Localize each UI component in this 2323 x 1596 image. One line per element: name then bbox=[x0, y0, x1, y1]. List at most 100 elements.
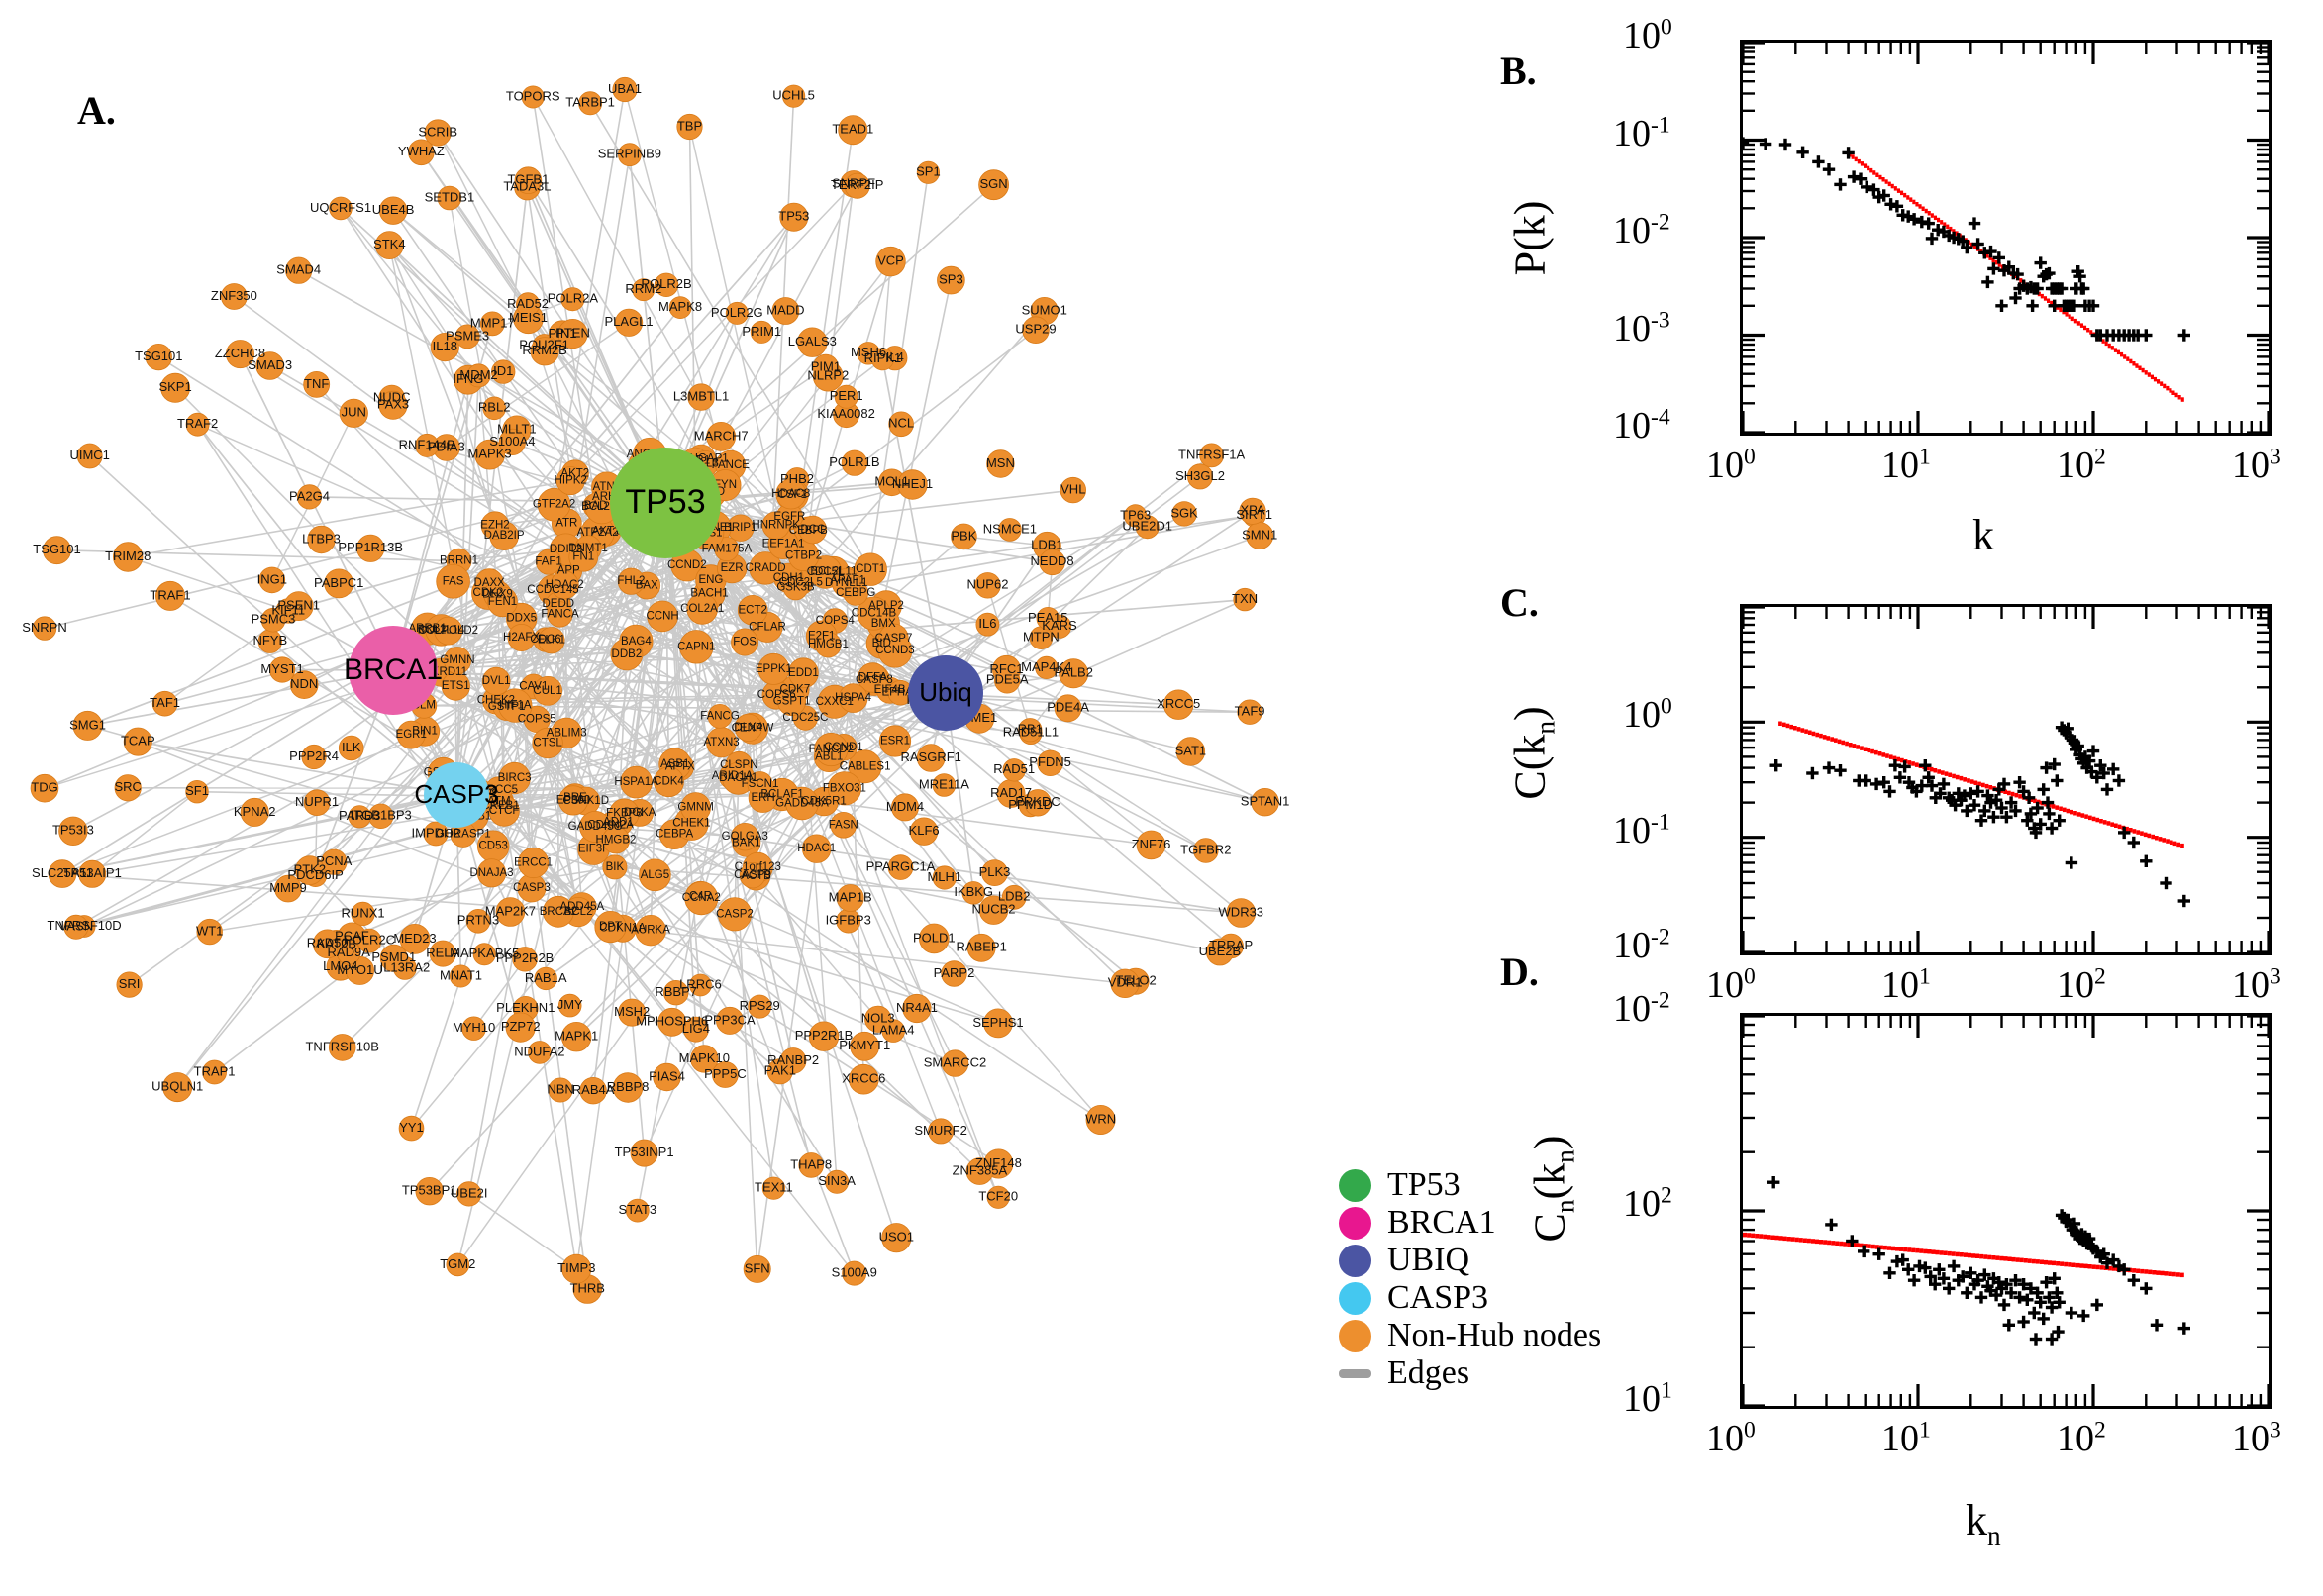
network-node[interactable] bbox=[415, 1176, 444, 1206]
network-node[interactable] bbox=[472, 943, 496, 966]
network-node[interactable] bbox=[887, 854, 914, 880]
network-node[interactable] bbox=[602, 826, 631, 854]
network-node[interactable] bbox=[268, 656, 296, 683]
network-node[interactable] bbox=[1024, 789, 1052, 817]
network-node[interactable] bbox=[498, 428, 527, 455]
network-node[interactable] bbox=[747, 771, 773, 798]
network-node[interactable] bbox=[639, 858, 671, 892]
network-node[interactable] bbox=[737, 594, 768, 626]
network-node[interactable] bbox=[434, 616, 463, 646]
network-node[interactable] bbox=[162, 1072, 193, 1103]
network-node[interactable] bbox=[449, 964, 472, 988]
network-node[interactable] bbox=[514, 166, 543, 195]
network-node[interactable] bbox=[557, 785, 589, 816]
network-node[interactable] bbox=[602, 854, 628, 880]
network-node[interactable] bbox=[827, 771, 862, 806]
network-node[interactable] bbox=[690, 1045, 719, 1073]
network-node[interactable] bbox=[408, 139, 435, 166]
network-node[interactable] bbox=[808, 1021, 840, 1051]
network-node[interactable] bbox=[78, 859, 107, 888]
network-node[interactable] bbox=[998, 518, 1022, 542]
network-node[interactable] bbox=[761, 511, 790, 540]
network-node[interactable] bbox=[196, 918, 223, 946]
network-node[interactable] bbox=[1002, 758, 1026, 782]
network-node[interactable] bbox=[1206, 938, 1234, 966]
network-node[interactable] bbox=[517, 873, 547, 903]
network-node[interactable] bbox=[1193, 838, 1219, 863]
network-node[interactable] bbox=[687, 383, 715, 411]
network-node[interactable] bbox=[351, 901, 375, 927]
network-node[interactable] bbox=[689, 973, 712, 997]
network-node[interactable] bbox=[568, 542, 599, 572]
network-node[interactable] bbox=[1037, 749, 1063, 777]
network-node[interactable] bbox=[1036, 607, 1060, 631]
network-node[interactable] bbox=[830, 811, 858, 839]
network-node[interactable] bbox=[850, 1031, 880, 1061]
network-node[interactable] bbox=[679, 630, 714, 664]
network-node[interactable] bbox=[487, 586, 518, 618]
network-node[interactable] bbox=[285, 256, 313, 284]
network-node[interactable] bbox=[838, 683, 868, 713]
network-node[interactable] bbox=[618, 143, 642, 167]
network-node[interactable] bbox=[842, 1260, 867, 1286]
network-node[interactable] bbox=[112, 542, 144, 572]
network-node[interactable] bbox=[610, 638, 644, 671]
network-node[interactable] bbox=[48, 859, 77, 888]
network-node[interactable] bbox=[654, 766, 684, 798]
network-node[interactable] bbox=[1233, 587, 1257, 612]
network-node[interactable] bbox=[916, 160, 941, 184]
network-node[interactable] bbox=[717, 897, 753, 932]
network-node[interactable] bbox=[495, 897, 526, 927]
network-node[interactable] bbox=[1022, 316, 1050, 345]
network-node[interactable] bbox=[864, 1005, 892, 1033]
network-node[interactable] bbox=[951, 523, 977, 550]
network-node[interactable] bbox=[854, 552, 887, 586]
network-node[interactable] bbox=[303, 789, 331, 816]
network-node[interactable] bbox=[992, 654, 1022, 684]
network-node[interactable] bbox=[30, 773, 59, 803]
network-node[interactable] bbox=[1039, 549, 1065, 576]
network-node[interactable] bbox=[834, 384, 858, 409]
network-node[interactable] bbox=[339, 398, 368, 428]
network-node[interactable] bbox=[521, 85, 545, 109]
network-node[interactable] bbox=[937, 265, 965, 295]
network-node[interactable] bbox=[966, 933, 996, 962]
network-node[interactable] bbox=[983, 1008, 1013, 1039]
network-node[interactable] bbox=[560, 287, 585, 312]
network-node[interactable] bbox=[123, 727, 152, 756]
network-node[interactable] bbox=[848, 749, 882, 784]
network-node[interactable] bbox=[43, 536, 71, 565]
network-node[interactable] bbox=[618, 998, 647, 1027]
network-node[interactable] bbox=[557, 318, 588, 349]
network-node[interactable] bbox=[185, 412, 210, 437]
network-node[interactable] bbox=[812, 353, 840, 381]
network-node[interactable] bbox=[981, 859, 1008, 886]
network-node[interactable] bbox=[941, 960, 967, 987]
network-node[interactable] bbox=[1162, 689, 1194, 720]
network-node[interactable] bbox=[918, 923, 950, 954]
network-node[interactable] bbox=[932, 773, 957, 797]
network-node[interactable] bbox=[491, 359, 516, 384]
network-node[interactable] bbox=[686, 593, 718, 625]
network-node[interactable] bbox=[301, 744, 327, 770]
network-node[interactable] bbox=[743, 1254, 771, 1283]
network-node[interactable] bbox=[482, 396, 507, 421]
network-node[interactable] bbox=[547, 601, 573, 628]
network-node[interactable] bbox=[838, 115, 868, 146]
network-node[interactable] bbox=[579, 1076, 607, 1105]
network-node[interactable] bbox=[185, 780, 209, 804]
network-node[interactable] bbox=[294, 855, 325, 885]
network-node[interactable] bbox=[657, 1007, 687, 1037]
network-node[interactable] bbox=[782, 575, 809, 601]
network-node[interactable] bbox=[429, 940, 456, 967]
network-node[interactable] bbox=[916, 744, 946, 772]
network-node[interactable] bbox=[398, 1115, 425, 1142]
network-node[interactable] bbox=[465, 908, 491, 934]
network-node[interactable] bbox=[1237, 699, 1262, 725]
network-node[interactable] bbox=[255, 351, 285, 380]
network-node[interactable] bbox=[548, 1077, 573, 1103]
network-node[interactable] bbox=[454, 324, 480, 349]
network-node[interactable] bbox=[507, 624, 536, 652]
network-node[interactable] bbox=[1060, 476, 1087, 504]
network-node[interactable] bbox=[612, 1072, 644, 1103]
